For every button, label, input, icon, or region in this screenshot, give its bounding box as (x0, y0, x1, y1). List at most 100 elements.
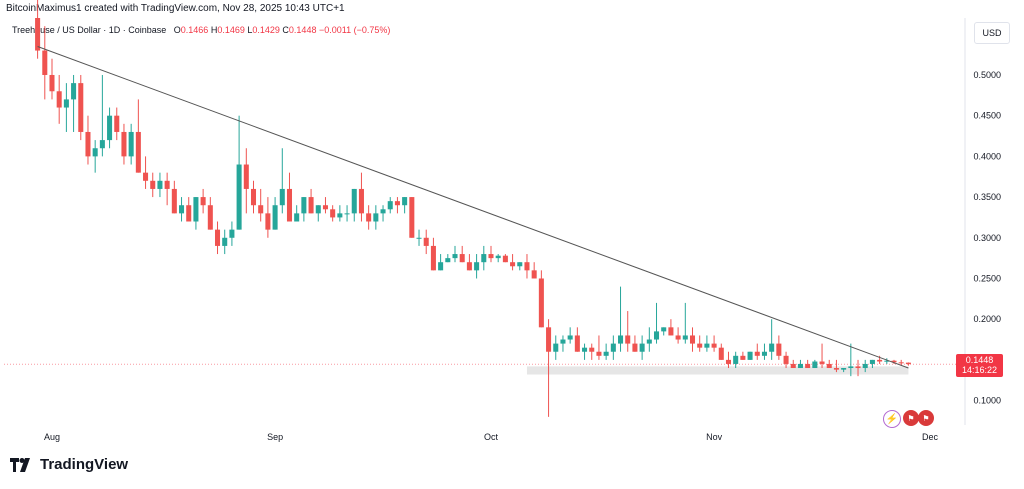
candle-body (675, 335, 681, 340)
candle-body (589, 347, 595, 352)
candle-body (725, 359, 732, 364)
candle-body (265, 213, 271, 230)
candle-body (214, 229, 221, 246)
candle-body (92, 148, 98, 157)
candle-body (402, 197, 408, 206)
x-tick-label: Dec (922, 432, 939, 442)
last-price: 0.1448 (965, 355, 994, 365)
candle-body (164, 180, 170, 189)
candle-body (337, 213, 343, 218)
candle-body (78, 83, 84, 132)
candle-body (107, 115, 113, 141)
candle-body (826, 363, 832, 369)
candle-body (819, 361, 825, 364)
candle-body (524, 262, 530, 271)
candle-body (704, 343, 710, 348)
candle-body (639, 343, 645, 352)
candle-body (668, 327, 674, 336)
candle-body (495, 255, 501, 259)
tradingview-logo[interactable]: TradingView (10, 456, 128, 473)
candle-body (697, 343, 703, 348)
candle-body (243, 164, 249, 189)
candle-countdown: 14:16:22 (961, 365, 998, 375)
candle-body (387, 201, 393, 210)
candle-body (862, 363, 868, 369)
candle-body (646, 339, 652, 344)
candle-body (553, 343, 559, 352)
candle-body (877, 359, 883, 362)
currency-button[interactable]: USD (974, 22, 1010, 44)
candle-body (301, 197, 307, 214)
candle-body (63, 99, 69, 108)
y-tick-label: 0.2000 (973, 314, 1001, 324)
candle-body (848, 366, 854, 369)
candle-body (805, 363, 811, 369)
candle-body (481, 254, 487, 263)
low-value: 0.1429 (252, 25, 280, 35)
candle-body (754, 351, 760, 356)
candle-body (517, 262, 523, 267)
candle-body (409, 197, 415, 238)
candle-body (769, 343, 775, 352)
y-tick-label: 0.1000 (973, 396, 1001, 406)
last-price-tag: 0.1448 14:16:22 (956, 354, 1003, 377)
x-tick-label: Sep (267, 432, 283, 442)
candle-body (272, 205, 278, 230)
candle-body (682, 335, 688, 340)
us-flag-icon-2[interactable]: ⚑ (918, 410, 934, 426)
us-flag-icon[interactable]: ⚑ (903, 410, 919, 426)
candle-body (128, 131, 134, 157)
candle-body (459, 254, 465, 263)
candle-body (416, 237, 422, 239)
candle-body (711, 343, 717, 348)
tradingview-logo-icon (10, 457, 30, 472)
x-tick-label: Nov (706, 432, 723, 442)
candle-body (344, 213, 350, 215)
open-value: 0.1466 (180, 25, 209, 35)
candle-body (157, 180, 163, 189)
candle-body (186, 205, 192, 222)
candle-body (855, 366, 861, 369)
candle-body (761, 351, 767, 356)
candle-body (171, 188, 177, 214)
descending-trendline (37, 46, 909, 369)
candle-body (445, 258, 451, 263)
candle-body (179, 205, 185, 214)
low-label: L (247, 25, 253, 35)
candle-body (567, 335, 573, 340)
candle-body (229, 229, 235, 238)
candle-body (603, 351, 609, 356)
candle-body (394, 201, 400, 206)
candle-body (358, 188, 364, 214)
candle-body (308, 197, 314, 214)
symbol-legend: Treehouse / US Dollar · 1D · Coinbase O0… (12, 25, 390, 35)
candle-body (610, 343, 616, 352)
candle-body (466, 262, 472, 271)
candle-body (438, 262, 444, 271)
candle-body (35, 18, 41, 51)
candle-body (661, 327, 667, 332)
candle-body (207, 205, 213, 230)
candle-body (733, 355, 739, 364)
candle-body (689, 335, 696, 344)
candle-body (841, 368, 847, 370)
candle-body (905, 362, 911, 365)
candle-body (510, 262, 516, 267)
y-tick-label: 0.5000 (973, 70, 1001, 80)
y-tick-label: 0.2500 (973, 273, 1001, 283)
high-value: 0.1469 (217, 25, 245, 35)
candle-body (783, 355, 789, 364)
candle-body (366, 213, 372, 222)
candle-body (618, 335, 624, 344)
candle-body (71, 83, 77, 100)
open-label: O (173, 25, 181, 35)
high-label: H (210, 25, 218, 35)
y-tick-label: 0.4500 (973, 111, 1001, 121)
lightning-icon[interactable]: ⚡ (883, 410, 901, 428)
candle-body (596, 351, 602, 356)
candle-body (582, 347, 588, 352)
close-label: C (282, 25, 289, 35)
brand-name: TradingView (40, 456, 129, 473)
candle-body (351, 188, 357, 214)
